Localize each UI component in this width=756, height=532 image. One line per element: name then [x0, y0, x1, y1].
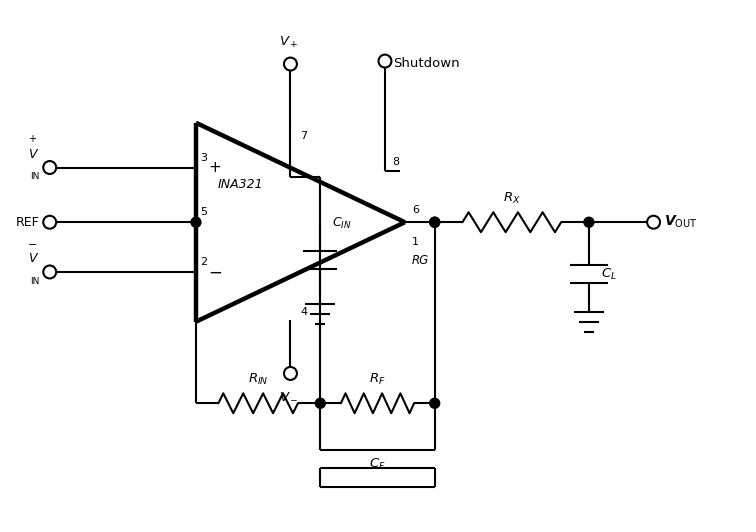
Circle shape: [429, 217, 440, 227]
Text: $\bfit{V}_{\rm OUT}$: $\bfit{V}_{\rm OUT}$: [664, 214, 697, 230]
Text: $-$: $-$: [208, 263, 222, 281]
Circle shape: [315, 398, 325, 408]
Text: $+$: $+$: [28, 132, 37, 144]
Text: $V_+$: $V_+$: [279, 35, 299, 50]
Text: Shutdown: Shutdown: [393, 56, 460, 70]
Text: 1: 1: [412, 237, 419, 247]
Text: 3: 3: [200, 153, 207, 163]
Text: $-$: $-$: [26, 238, 37, 248]
Circle shape: [429, 398, 440, 408]
Text: $V$: $V$: [29, 252, 40, 265]
Text: $+$: $+$: [208, 160, 221, 175]
Text: 7: 7: [300, 131, 308, 140]
Text: $C_{IN}$: $C_{IN}$: [332, 216, 352, 231]
Circle shape: [429, 217, 440, 227]
Text: INA321: INA321: [218, 178, 263, 191]
Text: 4: 4: [300, 307, 308, 317]
Text: 8: 8: [392, 156, 399, 167]
Text: $R_{IN}$: $R_{IN}$: [248, 372, 268, 387]
Text: RG: RG: [412, 254, 429, 267]
Text: $C_F$: $C_F$: [369, 457, 386, 472]
Text: $V$: $V$: [29, 147, 40, 161]
Text: $R_X$: $R_X$: [503, 191, 521, 206]
Text: $V_-$: $V_-$: [279, 389, 299, 402]
Text: REF: REF: [16, 216, 40, 229]
Text: $C_L$: $C_L$: [601, 267, 617, 281]
Text: IN: IN: [30, 172, 40, 181]
Text: 6: 6: [412, 205, 419, 215]
Circle shape: [584, 217, 594, 227]
Text: $R_F$: $R_F$: [369, 372, 386, 387]
Text: 2: 2: [200, 257, 207, 267]
Text: 5: 5: [200, 207, 207, 217]
Circle shape: [191, 217, 201, 227]
Text: IN: IN: [30, 277, 40, 286]
